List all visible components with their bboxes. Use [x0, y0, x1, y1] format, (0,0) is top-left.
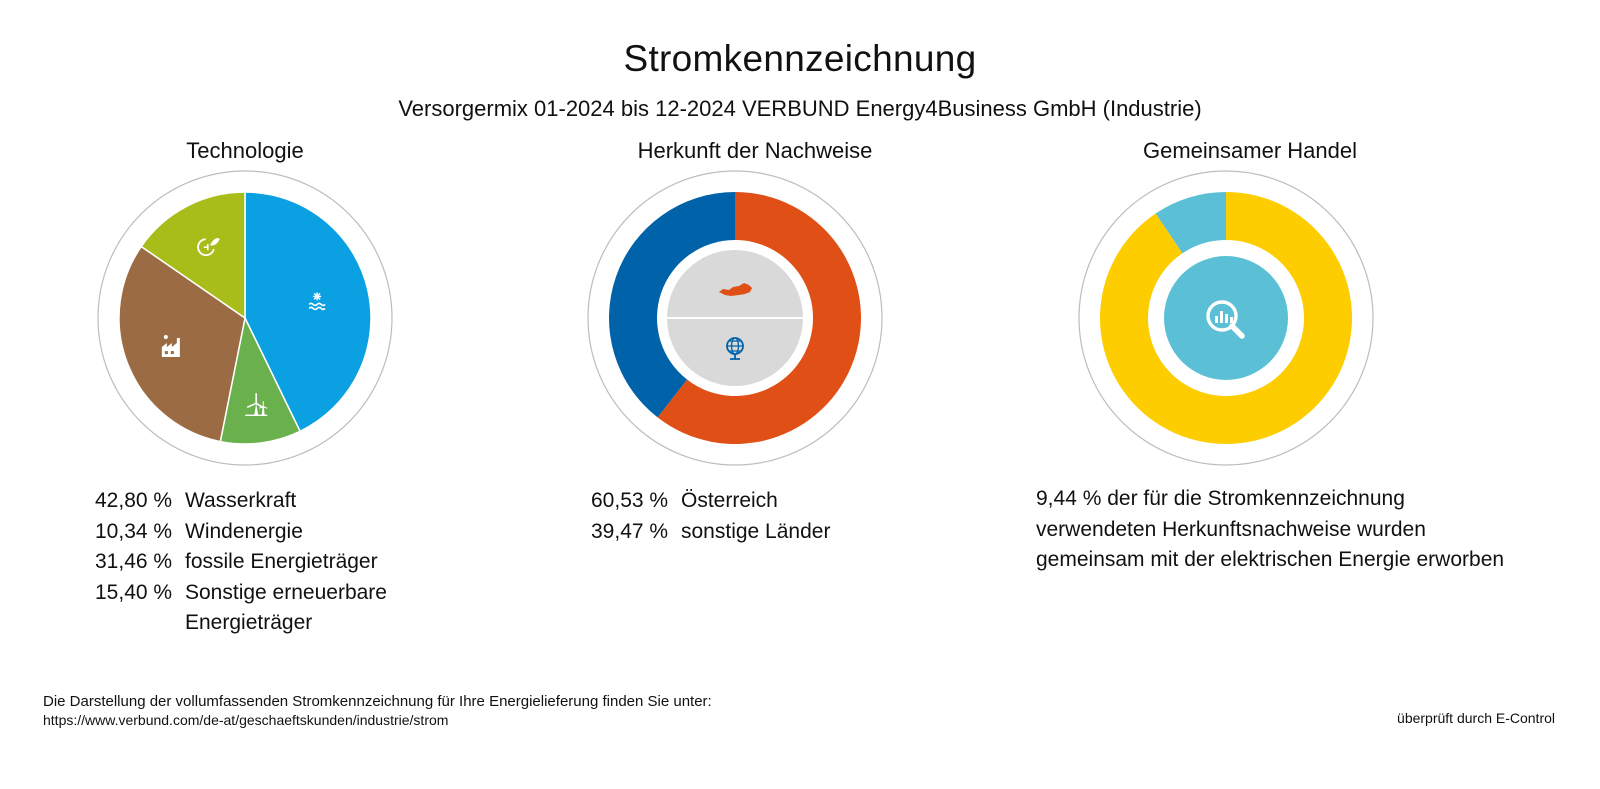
herkunft-donut-chart	[587, 170, 883, 466]
pie-slice	[140, 191, 246, 320]
legend-item: 42,80 % Wasserkraft	[95, 489, 297, 512]
globe-icon	[726, 337, 744, 360]
legend-item: 31,46 % fossile Energieträger	[95, 550, 378, 573]
donut-segment	[1155, 192, 1226, 254]
handel-donut-chart	[1078, 170, 1374, 466]
page-subtitle: Versorgermix 01-2024 bis 12-2024 VERBUND…	[398, 96, 1202, 121]
legend-item: 15,40 % Sonstige erneuerbare Energieträg…	[95, 580, 387, 635]
page-title: Stromkennzeichnung	[623, 38, 977, 79]
austria-map-icon	[719, 283, 752, 296]
legend-item: 60,53 % Österreich	[591, 489, 778, 512]
pie-slice	[244, 191, 372, 433]
donut-segment	[1100, 192, 1353, 445]
wind-turbine-icon	[245, 393, 268, 416]
footer-url-link[interactable]: https://www.verbund.com/de-at/geschaefts…	[43, 712, 449, 728]
legend-item: 10,34 % Windenergie	[95, 519, 303, 543]
technologie-pie-chart	[97, 170, 393, 466]
pie-slice	[219, 315, 302, 445]
handel-note: 9,44 % der für die Stromkennzeichnung ve…	[1036, 487, 1505, 571]
legend-item: 39,47 % sonstige Länder	[591, 519, 831, 543]
herkunft-legend: 60,53 % Österreich 39,47 % sonstige Länd…	[591, 486, 951, 547]
technologie-legend: 42,80 % Wasserkraft 10,34 % Windenergie …	[95, 486, 455, 639]
factory-icon	[161, 335, 180, 358]
handel-title: Gemeinsamer Handel	[1143, 138, 1357, 163]
technologie-title: Technologie	[186, 138, 304, 163]
donut-segment	[657, 191, 862, 444]
donut-segment	[609, 192, 735, 418]
verified-note: überprüft durch E-Control	[1397, 710, 1555, 726]
pie-slice	[118, 245, 246, 443]
footer-note: Die Darstellung der vollumfassenden Stro…	[43, 692, 712, 730]
bio-energy-icon	[197, 238, 220, 257]
magnifier-chart-icon	[1206, 300, 1245, 339]
herkunft-title: Herkunft der Nachweise	[637, 138, 873, 163]
hydro-icon	[308, 292, 326, 311]
footer-text: Die Darstellung der vollumfassenden Stro…	[43, 693, 712, 710]
